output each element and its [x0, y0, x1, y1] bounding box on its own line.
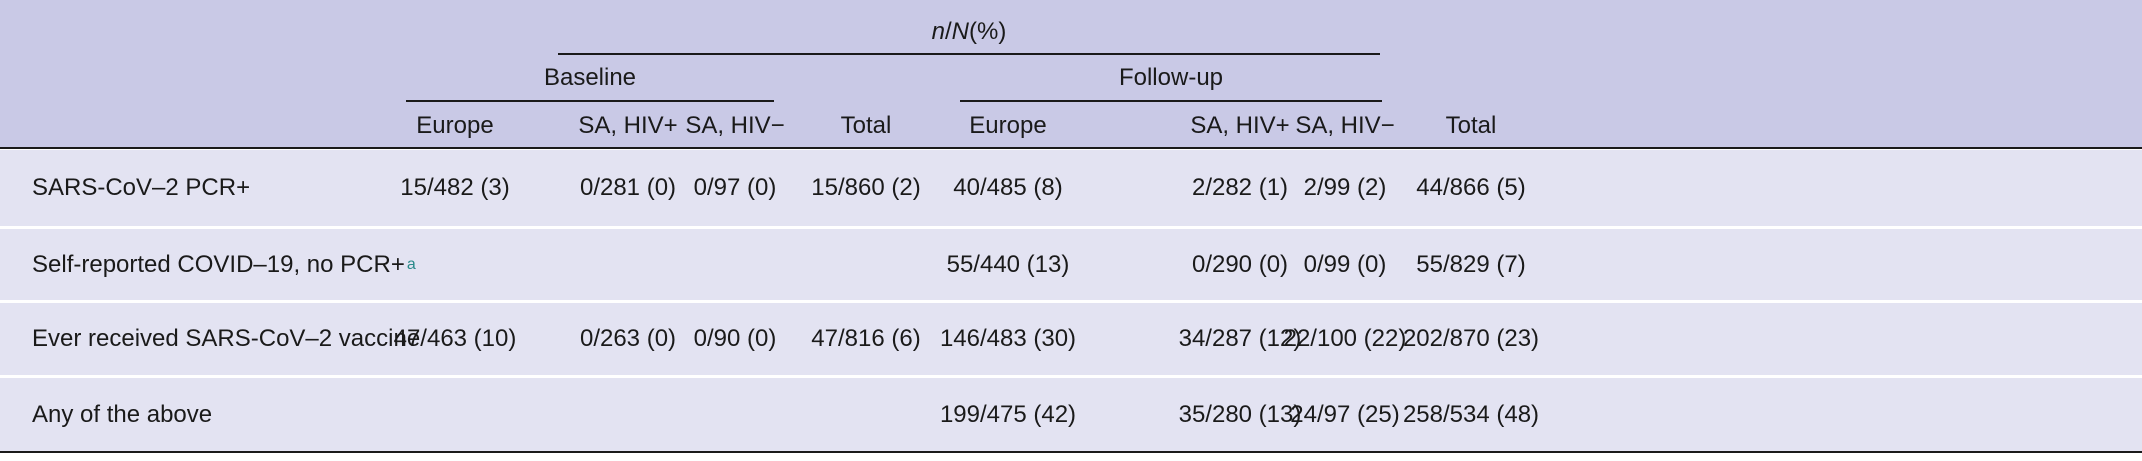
- baseline-rule: [406, 100, 774, 102]
- table-cell: 0/97 (0): [693, 174, 777, 201]
- table-cell: 199/475 (42): [939, 400, 1077, 428]
- col-header-europe-baseline: Europe: [416, 112, 494, 139]
- row-label: Ever received SARS-CoV–2 vaccine: [32, 325, 421, 352]
- header-followup: Follow-up: [1118, 64, 1224, 91]
- table-row: Ever received SARS-CoV–2 vaccine 47/463 …: [0, 303, 2142, 375]
- table-row: Self-reported COVID–19, no PCR+ a 55/440 …: [0, 229, 2142, 300]
- table-cell: 44/866 (5): [1416, 174, 1526, 201]
- table-cell: 47/463 (10): [393, 325, 517, 352]
- table-cell: 55/440 (13): [946, 250, 1070, 278]
- table-cell: 0/290 (0): [1191, 250, 1289, 278]
- table-cell: 2/99 (2): [1303, 174, 1387, 201]
- table-cell: 15/860 (2): [811, 174, 921, 201]
- table-row: Any of the above 199/475 (42) 35/280 (13…: [0, 378, 2142, 451]
- table-cell: 2/282 (1): [1191, 174, 1289, 201]
- table-cell: 35/280 (13): [1178, 400, 1302, 428]
- col-header-sa-hivneg-baseline: SA, HIV−: [685, 112, 785, 139]
- spanner-rule: [558, 53, 1380, 55]
- table-header: n / N (%) Baseline Follow-up Europe SA, HI…: [0, 0, 2142, 147]
- table-row: SARS-CoV–2 PCR+ 15/482 (3) 0/281 (0) 0/9…: [0, 150, 2142, 226]
- spanner-percent: (%): [969, 18, 1007, 45]
- spanner-n: n: [931, 18, 945, 45]
- table-bottom-rule: [0, 451, 2142, 453]
- col-header-total-followup: Total: [1445, 112, 1497, 139]
- col-header-sa-hivpos-baseline: SA, HIV+: [578, 112, 678, 139]
- header-spanner-n-N-percent: n / N (%): [558, 18, 1380, 46]
- col-header-sa-hivneg-followup: SA, HIV−: [1295, 112, 1395, 139]
- table-cell: 15/482 (3): [400, 174, 510, 201]
- row-label: Self-reported COVID–19, no PCR+ a: [32, 250, 416, 278]
- table-cell: 22/100 (22): [1283, 325, 1407, 352]
- row-separator: [0, 226, 2142, 229]
- table-cell: 40/485 (8): [953, 174, 1063, 201]
- table-cell: 258/534 (48): [1402, 400, 1540, 428]
- table-cell: 34/287 (12): [1178, 325, 1302, 352]
- spanner-slash: /: [945, 18, 952, 45]
- col-header-sa-hivpos-followup: SA, HIV+: [1190, 112, 1290, 139]
- table-cell: 24/97 (25): [1290, 400, 1400, 428]
- table-cell: 47/816 (6): [811, 325, 921, 352]
- col-header-europe-followup: Europe: [969, 112, 1047, 139]
- table-cell: 55/829 (7): [1416, 250, 1526, 278]
- table-cell: 0/99 (0): [1303, 250, 1387, 278]
- row-separator: [0, 375, 2142, 378]
- followup-rule: [960, 100, 1382, 102]
- table-cell: 0/281 (0): [579, 174, 677, 201]
- col-header-total-baseline: Total: [840, 112, 892, 139]
- row-label: SARS-CoV–2 PCR+: [32, 174, 251, 201]
- header-baseline: Baseline: [543, 64, 637, 91]
- table-cell: 202/870 (23): [1402, 325, 1540, 352]
- row-separator: [0, 300, 2142, 303]
- table-cell: 0/263 (0): [579, 325, 677, 352]
- row-label: Any of the above: [32, 400, 213, 428]
- header-bottom-rule: [0, 147, 2142, 149]
- table-cell: 146/483 (30): [939, 325, 1077, 352]
- footnote-marker: a: [406, 255, 416, 273]
- spanner-N: N: [951, 18, 970, 45]
- table-cell: 0/90 (0): [693, 325, 777, 352]
